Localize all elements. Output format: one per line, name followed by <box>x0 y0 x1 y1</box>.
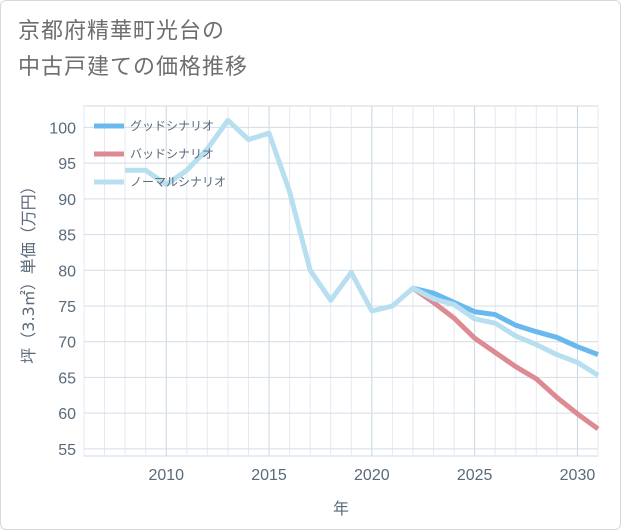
y-tick-label: 100 <box>49 120 76 137</box>
y-tick-label: 65 <box>58 370 76 387</box>
y-tick-label: 60 <box>58 406 76 423</box>
x-tick-label: 2010 <box>148 467 184 484</box>
series-lines <box>125 117 600 431</box>
legend-label: ノーマルシナリオ <box>130 175 226 189</box>
tick-labels: 55 60 65 70 75 80 85 90 95 100 2010 2015 2020 2025 203… <box>49 120 595 484</box>
gridlines <box>83 105 599 457</box>
chart-title-line-1: 京都府精華町光台の <box>18 19 226 44</box>
y-tick-label: 85 <box>58 228 76 245</box>
x-axis-label: 年 <box>333 499 349 518</box>
x-tick-label: 2030 <box>560 467 596 484</box>
x-tick-label: 2020 <box>354 467 390 484</box>
legend-label: グッドシナリオ <box>130 119 214 133</box>
x-tick-label: 2015 <box>251 467 287 484</box>
y-tick-label: 95 <box>58 156 76 173</box>
chart-title: 京都府精華町光台の 中古戸建ての価格推移 <box>18 14 248 86</box>
y-axis-label: 坪（3.3㎡）単価（万円） <box>19 178 38 363</box>
y-tick-label: 55 <box>58 442 76 459</box>
legend-label: バッドシナリオ <box>130 147 214 161</box>
y-tick-label: 70 <box>58 335 76 352</box>
series-line-good <box>412 285 599 357</box>
y-tick-label: 80 <box>58 263 76 280</box>
x-tick-label: 2025 <box>457 467 493 484</box>
chart-title-line-2: 中古戸建ての価格推移 <box>18 55 249 80</box>
series-line-bad <box>411 286 600 431</box>
y-tick-label: 90 <box>58 192 76 209</box>
y-tick-label: 75 <box>58 299 76 316</box>
series-line-normal <box>125 117 600 378</box>
